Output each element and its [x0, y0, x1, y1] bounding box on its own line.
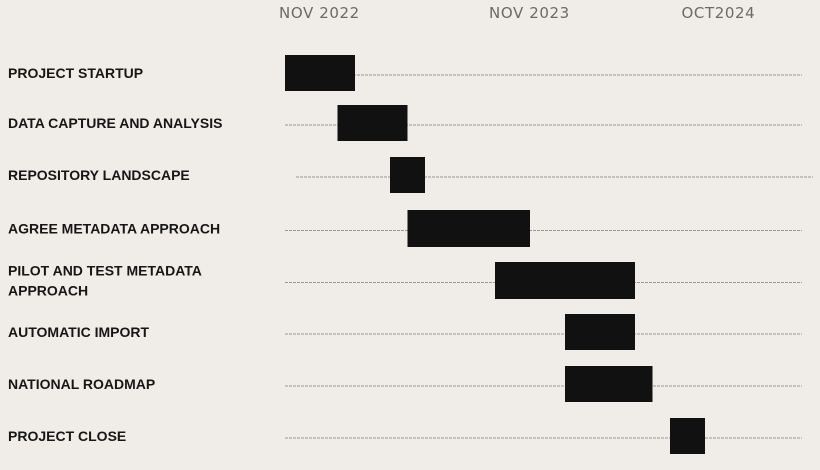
task-bars	[285, 55, 705, 454]
task-label-4-line-0: PILOT AND TEST METADATA	[8, 263, 202, 279]
task-label-1: DATA CAPTURE AND ANALYSIS	[8, 115, 222, 131]
x-axis-ticks: NOV 2022 NOV 2023 OCT2024	[279, 4, 755, 22]
task-label-4-line-1: APPROACH	[8, 283, 88, 299]
task-label-0: PROJECT STARTUP	[8, 65, 143, 81]
task-label-6: NATIONAL ROADMAP	[8, 376, 155, 392]
x-tick-label-0: NOV 2022	[279, 4, 360, 22]
task-bar-4	[495, 262, 635, 299]
task-label-2: REPOSITORY LANDSCAPE	[8, 167, 190, 183]
task-bar-2	[390, 157, 425, 193]
x-tick-label-2: OCT2024	[682, 4, 756, 22]
task-label-7: PROJECT CLOSE	[8, 428, 126, 444]
task-bar-6	[565, 366, 653, 402]
task-bar-7	[670, 418, 705, 454]
task-label-3: AGREE METADATA APPROACH	[8, 221, 220, 237]
task-bar-0	[285, 55, 355, 91]
task-bar-1	[337, 105, 408, 141]
task-labels: PROJECT STARTUP DATA CAPTURE AND ANALYSIS…	[8, 65, 222, 444]
task-bar-3	[407, 210, 530, 247]
task-bar-5	[565, 314, 635, 350]
task-label-5: AUTOMATIC IMPORT	[8, 324, 149, 340]
x-tick-label-1: NOV 2023	[489, 4, 570, 22]
